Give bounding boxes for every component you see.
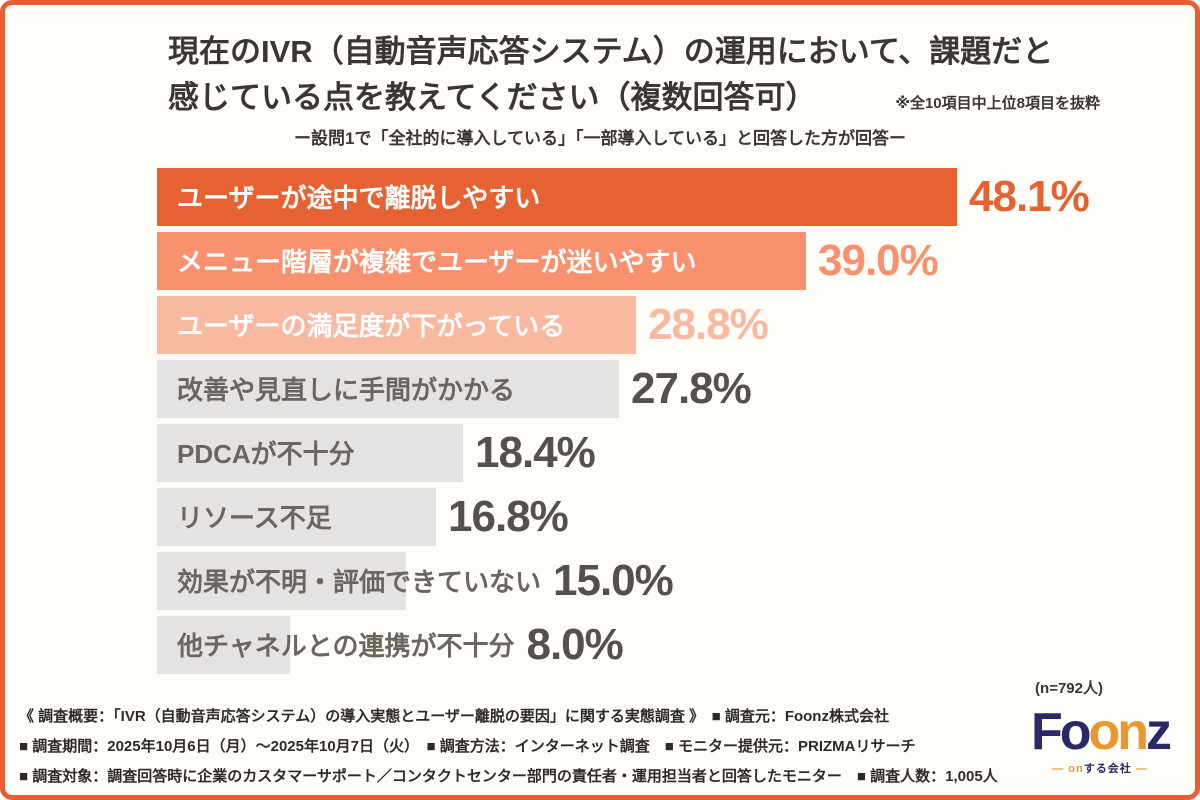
page-title-line1: 現在のIVR（自動音声応答システム）の運用において、課題だと bbox=[168, 34, 1054, 69]
sample-size-note: (n=792人) bbox=[1035, 679, 1103, 697]
bar-row: リソース不足 16.8% bbox=[157, 487, 1195, 546]
tagline-dash-left: ― bbox=[1052, 762, 1065, 775]
survey-overview-line: 《 調査概要：「IVR（自動音声応答システム）の導入実態とユーザー離脱の要因」に… bbox=[19, 707, 889, 725]
bar-row: 改善や見直しに手間がかかる 27.8% bbox=[157, 359, 1195, 418]
page-title-line2: 感じている点を教えてください（複数回答可） bbox=[168, 79, 817, 115]
bar-chart: ユーザーが途中で離脱しやすい 48.1% メニュー階層が複雑でユーザーが迷いやすい 3… bbox=[157, 167, 1195, 674]
bar-row: メニュー階層が複雑でユーザーが迷いやすい 39.0% bbox=[157, 231, 1195, 290]
bar-label: 効果が不明・評価できていない bbox=[177, 567, 542, 598]
logo-letter-o2: o bbox=[1088, 702, 1121, 761]
bar bbox=[157, 295, 636, 354]
bar-row: 効果が不明・評価できていない 15.0% bbox=[157, 551, 1195, 610]
tagline-on: on bbox=[1068, 762, 1084, 775]
bar-value: 28.8% bbox=[648, 299, 769, 349]
logo-letter-o1: o bbox=[1059, 702, 1092, 761]
foonz-logo: Foonz ― onする会社 ― bbox=[1015, 702, 1185, 776]
bar-value: 15.0% bbox=[553, 555, 674, 605]
bar-value: 48.1% bbox=[969, 171, 1090, 221]
tagline-dash-right: ― bbox=[1135, 762, 1148, 775]
bar-label: 改善や見直しに手間がかかる bbox=[177, 375, 516, 406]
logo-letter-f: F bbox=[1030, 702, 1063, 761]
bar-area: リソース不足 bbox=[157, 487, 436, 546]
title-note: ※全10項目中上位8項目を抜粋 bbox=[895, 95, 1100, 113]
bar bbox=[157, 167, 957, 226]
foonz-wordmark: Foonz bbox=[1015, 702, 1185, 762]
bar-label: ユーザーが途中で離脱しやすい bbox=[177, 183, 541, 214]
bar-area: ユーザーの満足度が下がっている bbox=[157, 295, 636, 354]
bar-label: リソース不足 bbox=[177, 503, 332, 534]
foonz-tagline: ― onする会社 ― bbox=[1015, 762, 1185, 776]
bar-area: ユーザーが途中で離脱しやすい bbox=[157, 167, 957, 226]
bar bbox=[157, 615, 290, 674]
bar-label: 他チャネルとの連携が不十分 bbox=[177, 631, 515, 662]
bar-row: 他チャネルとの連携が不十分 8.0% bbox=[157, 615, 1195, 674]
bar-label: メニュー階層が複雑でユーザーが迷いやすい bbox=[177, 247, 697, 278]
bar-value: 16.8% bbox=[448, 491, 569, 541]
page-title-line2-row: 感じている点を教えてください（複数回答可） ※全10項目中上位8項目を抜粋 bbox=[168, 76, 1100, 121]
footer: 《 調査概要：「IVR（自動音声応答システム）の導入実態とユーザー離脱の要因」に… bbox=[19, 702, 1185, 792]
bar-label: PDCAが不十分 bbox=[177, 439, 355, 470]
bar bbox=[157, 359, 619, 418]
chart-subtitle: ー設問1で「全社的に導入している」「一部導入している」と回答した方が回答ー bbox=[294, 129, 906, 149]
bar-area: メニュー階層が複雑でユーザーが迷いやすい bbox=[157, 231, 806, 290]
tagline-rest: する会社 bbox=[1083, 762, 1132, 775]
bar bbox=[157, 551, 406, 610]
survey-period-line: ■ 調査期間：2025年10月6日（月）～2025年10月7日（火） ■ 調査方… bbox=[19, 737, 916, 755]
bar bbox=[157, 423, 463, 482]
bar-area: 効果が不明・評価できていない bbox=[157, 551, 542, 610]
bar-area: 他チャネルとの連携が不十分 bbox=[157, 615, 515, 674]
bar-label: ユーザーの満足度が下がっている bbox=[177, 311, 566, 342]
title-block: 現在のIVR（自動音声応答システム）の運用において、課題だと 感じている点を教え… bbox=[168, 29, 1100, 120]
bar-value: 27.8% bbox=[631, 363, 752, 413]
logo-letter-n: n bbox=[1117, 702, 1149, 761]
bar-row: ユーザーの満足度が下がっている 28.8% bbox=[157, 295, 1195, 354]
bar-row: PDCAが不十分 18.4% bbox=[157, 423, 1195, 482]
bar bbox=[157, 231, 806, 290]
bar bbox=[157, 487, 436, 546]
bar-area: 改善や見直しに手間がかかる bbox=[157, 359, 619, 418]
survey-target-line: ■ 調査対象：調査回答時に企業のカスタマーサポート／コンタクトセンター部門の責任… bbox=[19, 767, 998, 785]
bar-row: ユーザーが途中で離脱しやすい 48.1% bbox=[157, 167, 1195, 226]
survey-notes: 《 調査概要：「IVR（自動音声応答システム）の導入実態とユーザー離脱の要因」に… bbox=[19, 702, 1015, 792]
bar-value: 18.4% bbox=[475, 427, 596, 477]
bar-area: PDCAが不十分 bbox=[157, 423, 463, 482]
bar-value: 39.0% bbox=[818, 235, 939, 285]
logo-letter-z: z bbox=[1146, 702, 1172, 761]
bar-value: 8.0% bbox=[526, 619, 623, 669]
